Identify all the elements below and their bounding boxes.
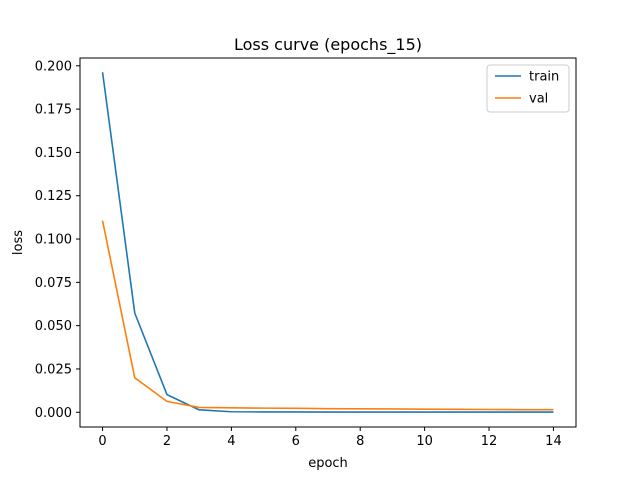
chart-title: Loss curve (epochs_15)	[234, 35, 422, 55]
series-line-train	[101, 72, 554, 413]
y-axis: 0.000 0.025 0.050 0.075 0.100 0.125 0.150 0.175…	[35, 59, 80, 421]
legend-label-val: val	[529, 92, 548, 107]
legend: train val	[486, 64, 570, 113]
y-tick-label: 0.100	[35, 233, 72, 248]
y-tick-label: 0.150	[35, 146, 72, 161]
y-tick-label: 0.000	[35, 406, 72, 421]
x-tick-label: 14	[545, 434, 562, 449]
series-layer	[101, 72, 554, 413]
y-tick-label: 0.175	[35, 103, 72, 118]
x-tick-label: 4	[227, 434, 235, 449]
y-tick-label: 0.125	[35, 189, 72, 204]
x-axis: 0 2 4 6 8 10 12 14	[98, 427, 562, 449]
x-tick-label: 2	[163, 434, 171, 449]
plot-frame	[79, 57, 577, 428]
x-tick-label: 0	[98, 434, 106, 449]
x-tick-label: 8	[356, 434, 364, 449]
y-tick-label: 0.050	[35, 319, 72, 334]
y-tick-label: 0.200	[35, 59, 72, 74]
x-tick-label: 10	[416, 434, 433, 449]
y-tick-label: 0.075	[35, 276, 72, 291]
series-line-val	[101, 220, 554, 411]
y-tick-label: 0.025	[35, 362, 72, 377]
x-tick-label: 6	[292, 434, 300, 449]
legend-label-train: train	[529, 70, 559, 85]
x-axis-label: epoch	[308, 456, 348, 471]
x-tick-label: 12	[481, 434, 498, 449]
y-axis-label: loss	[11, 230, 26, 255]
